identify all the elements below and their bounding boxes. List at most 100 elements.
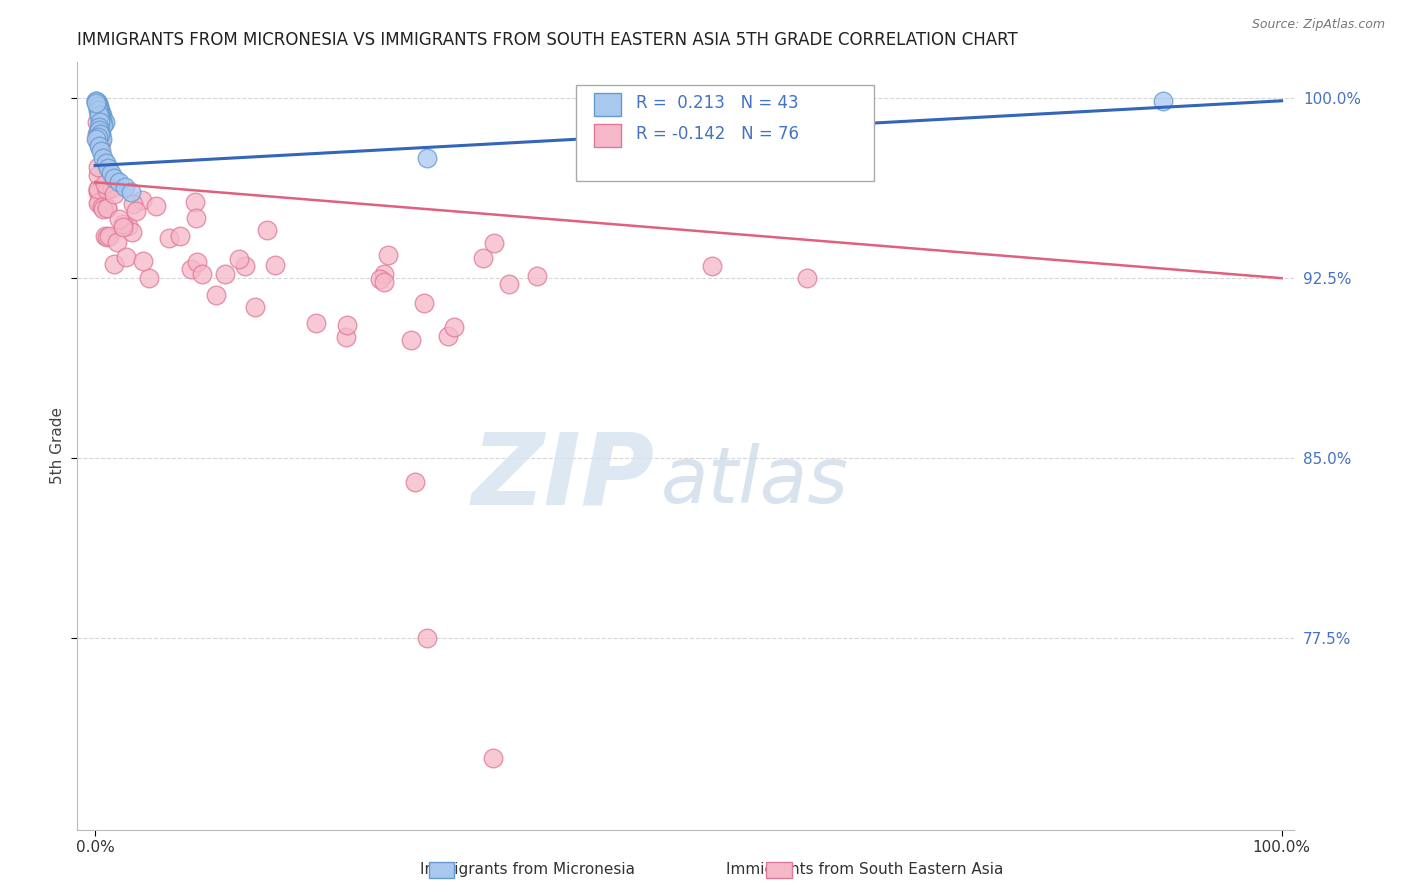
Point: [180, 262, 202, 277]
Point: [86, 168, 108, 182]
Point: [87, 196, 110, 211]
Point: [405, 475, 427, 489]
Point: [89, 103, 111, 118]
Point: [86, 131, 108, 145]
Point: [87, 105, 110, 120]
Point: [101, 181, 124, 195]
Point: [87, 122, 110, 136]
Point: [87, 98, 110, 112]
Point: [169, 228, 191, 243]
Point: [91, 202, 114, 217]
Point: [91, 132, 114, 146]
Point: [103, 187, 125, 202]
Point: [91, 115, 114, 129]
Point: [377, 247, 399, 261]
Point: [87, 139, 110, 153]
Point: [96, 183, 118, 197]
Point: [93, 228, 115, 243]
Point: [93, 151, 115, 165]
Point: [264, 258, 287, 272]
Point: [87, 195, 110, 210]
Point: [91, 108, 114, 122]
Point: [90, 105, 112, 120]
Point: [86, 96, 108, 111]
Point: [122, 197, 145, 211]
Point: [214, 267, 236, 281]
Point: [233, 260, 256, 274]
Point: [103, 257, 125, 271]
Point: [399, 333, 422, 347]
Point: [89, 111, 111, 125]
Point: [145, 199, 167, 213]
Point: [86, 186, 108, 200]
Point: [121, 226, 143, 240]
Point: [86, 125, 108, 139]
Point: [368, 272, 391, 286]
Text: Immigrants from South Eastern Asia: Immigrants from South Eastern Asia: [725, 863, 1004, 877]
Point: [184, 194, 207, 209]
Point: [86, 94, 108, 108]
Point: [138, 271, 160, 285]
Point: [96, 230, 118, 244]
Point: [90, 112, 112, 127]
Point: [125, 204, 148, 219]
Point: [484, 235, 506, 250]
Point: [103, 170, 125, 185]
Point: [416, 631, 439, 645]
Point: [256, 223, 278, 237]
Text: R =  0.213   N = 43: R = 0.213 N = 43: [636, 95, 799, 112]
Point: [131, 193, 153, 207]
Point: [90, 111, 112, 125]
Point: [89, 139, 111, 153]
Point: [87, 108, 110, 122]
Point: [86, 129, 108, 144]
Point: [93, 115, 115, 129]
Point: [335, 330, 357, 344]
Point: [443, 319, 465, 334]
Point: [132, 254, 155, 268]
Point: [205, 288, 228, 302]
Point: [114, 180, 136, 194]
Point: [90, 144, 112, 158]
Text: atlas: atlas: [661, 442, 849, 518]
Point: [700, 259, 723, 273]
Point: [94, 177, 117, 191]
Point: [86, 96, 108, 111]
Bar: [595, 124, 621, 147]
Point: [115, 250, 138, 264]
Point: [89, 108, 111, 122]
Point: [111, 218, 134, 232]
Point: [87, 181, 110, 195]
Point: [413, 296, 436, 310]
Point: [87, 120, 110, 135]
Text: ZIP: ZIP: [472, 428, 655, 525]
Point: [93, 118, 115, 132]
Point: [91, 200, 114, 214]
Text: R = -0.142   N = 76: R = -0.142 N = 76: [636, 125, 799, 143]
Point: [87, 182, 110, 196]
Point: [107, 211, 129, 226]
Bar: [595, 93, 621, 116]
Point: [1152, 94, 1174, 108]
Point: [94, 156, 117, 170]
Point: [228, 252, 250, 267]
Point: [86, 160, 108, 174]
Point: [86, 115, 108, 129]
Text: Source: ZipAtlas.com: Source: ZipAtlas.com: [1251, 18, 1385, 31]
Point: [86, 101, 108, 115]
Point: [526, 269, 548, 284]
Point: [416, 151, 439, 165]
Point: [305, 316, 328, 330]
Point: [243, 300, 266, 314]
Point: [112, 220, 135, 235]
Point: [481, 750, 503, 764]
Point: [86, 98, 108, 112]
Point: [97, 161, 120, 175]
FancyBboxPatch shape: [576, 86, 875, 181]
Point: [86, 103, 108, 118]
Point: [796, 271, 818, 285]
Point: [186, 255, 208, 269]
Point: [90, 128, 112, 142]
Point: [86, 94, 108, 108]
Point: [191, 267, 214, 281]
